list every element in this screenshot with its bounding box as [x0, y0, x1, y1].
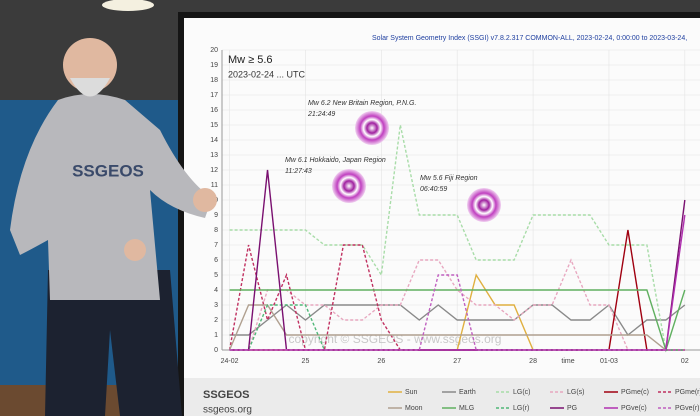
x-tick-label: 25	[302, 358, 310, 365]
series-line	[229, 289, 686, 353]
watermark: copyright © SSGEOS - www.ssgeos.org	[289, 332, 502, 346]
hoodie	[10, 94, 212, 300]
series-line	[228, 304, 685, 351]
y-tick-label: 13	[210, 152, 218, 159]
y-tick-label: 16	[210, 107, 218, 114]
legend-label: MLG	[459, 405, 474, 412]
x-tick-label: 26	[377, 358, 385, 365]
y-tick-label: 11	[211, 182, 218, 189]
presenter: SSGEOS	[10, 38, 217, 416]
annotation: Mw 5.6 Fiji Region	[420, 175, 478, 182]
chart-title: Mw ≥ 5.6	[228, 54, 273, 66]
annotation: Mw 6.1 Hokkaido, Japan Region	[285, 157, 386, 164]
y-tick-label: 7	[214, 242, 218, 249]
hand	[124, 239, 146, 261]
y-tick-label: 17	[210, 92, 218, 99]
annotation: Mw 6.2 New Britain Region, P.N.G.	[308, 100, 416, 107]
footer-brand: SSGEOS	[203, 389, 249, 401]
y-tick-label: 20	[210, 47, 218, 54]
y-tick-label: 18	[210, 77, 218, 84]
jeans	[45, 270, 182, 416]
y-tick-label: 6	[214, 257, 218, 264]
legend-label: PGve(r)	[675, 405, 700, 412]
legend-label: Sun	[405, 389, 418, 396]
legend-label: PGme(r)	[675, 389, 700, 396]
ceiling-light	[102, 0, 154, 11]
quake-marker	[332, 169, 366, 203]
legend-label: LG(r)	[513, 405, 529, 412]
chart: Solar System Geometry Index (SSGI) v7.8.…	[210, 35, 700, 365]
y-tick-label: 12	[210, 167, 218, 174]
y-tick-label: 3	[214, 302, 218, 309]
annotation-time: 21:24:49	[307, 111, 335, 118]
legend-label: Earth	[459, 389, 476, 396]
y-tick-label: 9	[214, 212, 218, 219]
y-tick-label: 4	[214, 287, 218, 294]
y-tick-label: 2	[214, 317, 218, 324]
y-tick-label: 19	[210, 62, 218, 69]
legend-label: PGme(c)	[621, 389, 649, 396]
x-tick-label: 24-02	[221, 358, 239, 365]
quake-marker	[355, 111, 389, 145]
x-tick-label: 27	[453, 358, 461, 365]
hand	[193, 188, 217, 212]
y-tick-label: 8	[214, 227, 218, 234]
x-tick-label: 02	[681, 358, 689, 365]
annotation-time: 11:27:43	[285, 168, 312, 175]
beard	[70, 78, 110, 97]
legend-label: LG(c)	[513, 389, 531, 396]
legend-label: Moon	[405, 405, 423, 412]
series-line	[229, 274, 685, 351]
footer-site: ssgeos.org	[203, 405, 252, 416]
annotation-time: 06:40:59	[420, 186, 447, 193]
quake-marker	[467, 188, 501, 222]
x-tick-label: 01-03	[600, 358, 618, 365]
footer-strip	[184, 378, 700, 416]
legend-label: PGve(c)	[621, 405, 647, 412]
y-tick-label: 0	[214, 347, 218, 354]
y-tick-label: 14	[210, 137, 218, 144]
series-line	[229, 124, 685, 351]
x-tick-label: 28	[529, 358, 537, 365]
chart-header: Solar System Geometry Index (SSGI) v7.8.…	[372, 35, 687, 42]
legend-label: LG(s)	[567, 389, 585, 396]
legend-label: PG	[567, 405, 577, 412]
hoodie-print: SSGEOS	[72, 161, 144, 180]
x-axis-label: time	[561, 358, 574, 365]
chart-subtitle: 2023-02-24 ... UTC	[228, 69, 306, 79]
y-tick-label: 15	[210, 122, 218, 129]
y-tick-label: 1	[214, 332, 218, 339]
y-tick-label: 5	[214, 272, 218, 279]
